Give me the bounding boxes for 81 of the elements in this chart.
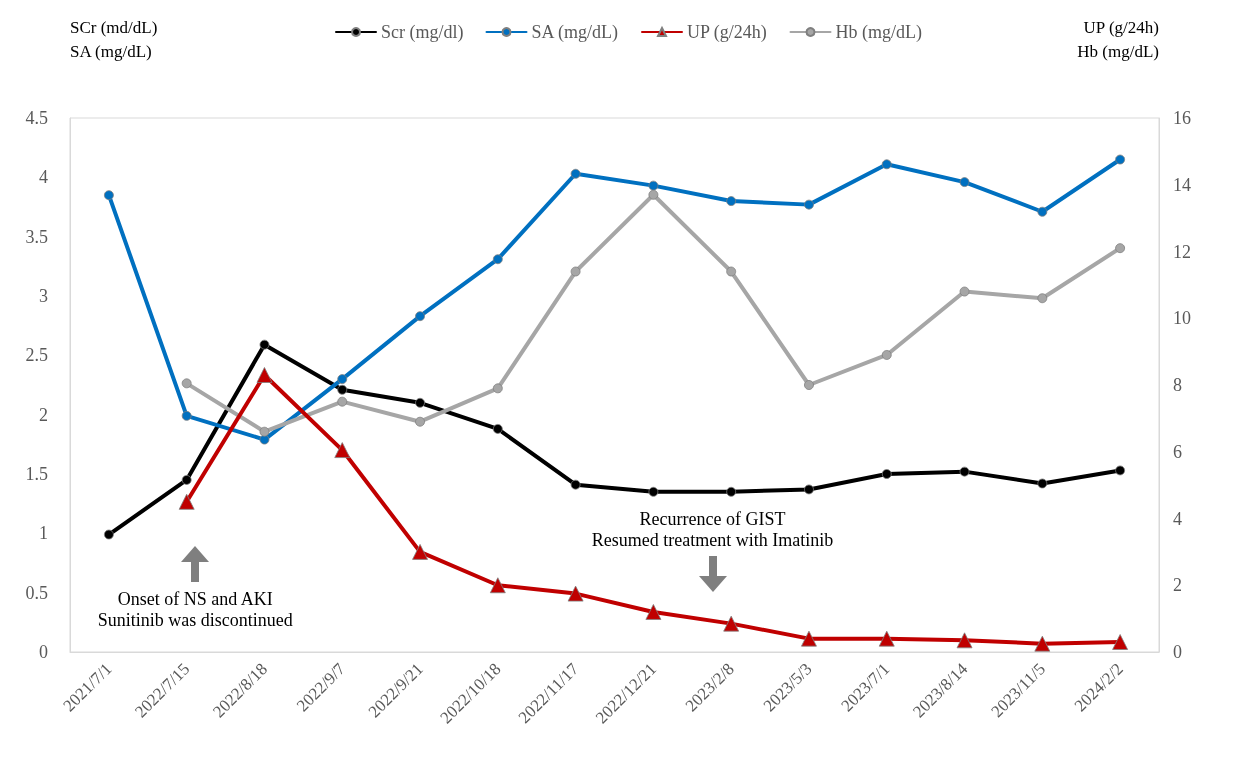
point (1037, 293, 1048, 304)
point (1112, 634, 1129, 650)
y2-axis-title: UP (g/24h) Hb (mg/dL) (1077, 17, 1159, 61)
point (104, 190, 114, 201)
point (956, 632, 973, 649)
point (1115, 154, 1126, 165)
point (959, 466, 970, 477)
annotation: Recurrence of GIST Resumed treatment with Imatinib (591, 508, 834, 550)
point (178, 493, 195, 510)
y-tick-label: 0.5 (25, 582, 48, 603)
point (570, 479, 581, 490)
point (1037, 478, 1048, 489)
point (804, 199, 814, 210)
point (648, 189, 659, 200)
y2-tick-label: 14 (1173, 174, 1191, 195)
point (959, 177, 970, 187)
point (256, 367, 273, 383)
point (492, 383, 503, 394)
point (1115, 243, 1126, 254)
point (337, 374, 348, 384)
y2-tick-label: 16 (1173, 108, 1191, 128)
y-tick-label: 2.5 (25, 345, 48, 366)
y-tick-label: 1 (39, 523, 48, 544)
point (567, 585, 584, 602)
legend-label: SA (mg/dL) (531, 22, 619, 43)
y-tick-label: 4.5 (25, 108, 48, 128)
y-tick-label: 0 (39, 642, 48, 662)
y2-tick-label: 4 (1173, 508, 1182, 529)
legend-label: UP (g/24h) (687, 22, 767, 43)
point (259, 426, 270, 437)
point (181, 410, 192, 421)
point (1115, 465, 1126, 476)
point (415, 397, 425, 408)
point (492, 254, 503, 265)
point (881, 159, 892, 170)
point (412, 543, 428, 560)
point (804, 380, 814, 390)
legend-label: Scr (mg/dl) (381, 22, 464, 43)
y2-tick-label: 6 (1173, 441, 1182, 462)
point (881, 350, 892, 360)
point (570, 168, 581, 179)
point (334, 442, 351, 458)
point (415, 311, 425, 322)
point (337, 384, 348, 395)
legend-label: Hb (mg/dL) (835, 22, 922, 43)
point (648, 486, 659, 497)
point (570, 266, 581, 277)
point (878, 630, 895, 647)
y-tick-label: 4 (39, 167, 48, 188)
y2-tick-label: 12 (1173, 241, 1191, 262)
point (337, 396, 348, 407)
point (726, 486, 737, 497)
point (959, 286, 970, 297)
point (492, 424, 503, 434)
point (723, 615, 740, 632)
point (801, 630, 817, 647)
y2-tick-label: 2 (1173, 575, 1182, 596)
annotation: Onset of NS and AKI Sunitinib was discontinued (97, 588, 293, 630)
point (489, 577, 506, 594)
point (648, 180, 659, 191)
point (726, 196, 737, 206)
point (1034, 635, 1051, 652)
y-axis-title: SCr (md/dL) SA (mg/dL) (70, 17, 158, 61)
point (259, 434, 270, 445)
y-tick-label: 2 (39, 404, 48, 425)
y-tick-label: 1.5 (25, 464, 48, 484)
y-tick-label: 3.5 (25, 226, 48, 247)
point (181, 475, 192, 485)
point (415, 416, 425, 427)
y2-tick-label: 8 (1173, 375, 1182, 395)
point (726, 266, 737, 277)
point (259, 339, 270, 350)
point (1037, 206, 1048, 217)
point (645, 604, 662, 620)
point (881, 469, 892, 479)
point (181, 378, 192, 389)
point (804, 484, 814, 495)
point (104, 529, 114, 540)
y-tick-label: 3 (39, 286, 48, 306)
y2-tick-label: 10 (1173, 308, 1191, 329)
y2-tick-label: 0 (1173, 642, 1182, 662)
